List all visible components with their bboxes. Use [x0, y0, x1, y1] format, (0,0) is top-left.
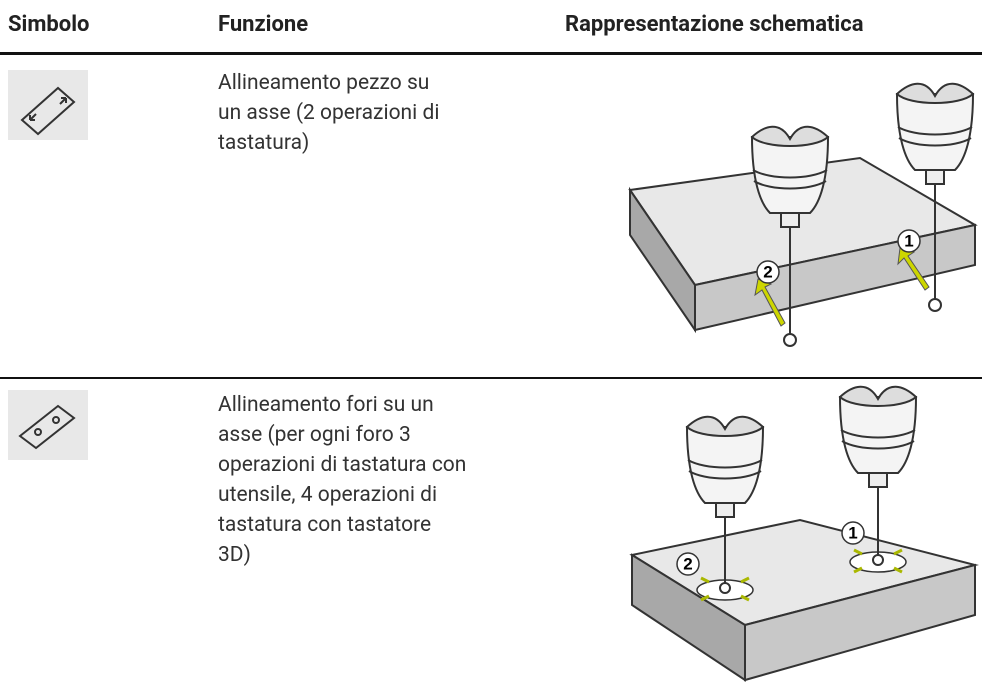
header: Funzione — [218, 12, 309, 37]
header: Rappresentazione schematica — [565, 12, 864, 37]
text-line: tastatura) — [218, 131, 310, 155]
text-line: tastatura con tastatore — [218, 513, 432, 537]
marker: 1 — [904, 232, 913, 251]
header-rule — [0, 52, 982, 55]
marker: 1 — [848, 524, 857, 543]
text-line: asse (per ogni foro 3 — [218, 423, 411, 447]
icon-graphic — [20, 86, 76, 136]
icon — [8, 70, 88, 140]
text-line: Allineamento fori su un — [218, 393, 434, 417]
function-text: Allineamento fori su un asse (per ogni fo… — [218, 390, 466, 570]
icon — [8, 390, 88, 460]
text-line: operazioni di tastatura con — [218, 453, 467, 477]
text-line: Allineamento pezzo su — [218, 71, 430, 95]
marker: 2 — [763, 263, 772, 282]
schematic-2: 1 2 — [629, 385, 979, 682]
text-line: 3D) — [218, 543, 251, 567]
schematic-1: 1 2 — [628, 82, 978, 347]
text-line: un asse (2 operazioni di — [218, 101, 440, 125]
header: Simbolo — [8, 12, 90, 37]
icon-graphic — [18, 404, 76, 450]
row-rule — [0, 377, 982, 379]
text-line: utensile, 4 operazioni di — [218, 483, 438, 507]
marker: 2 — [683, 555, 692, 574]
function-text: Allineamento pezzo su un asse (2 operazio… — [218, 68, 439, 158]
